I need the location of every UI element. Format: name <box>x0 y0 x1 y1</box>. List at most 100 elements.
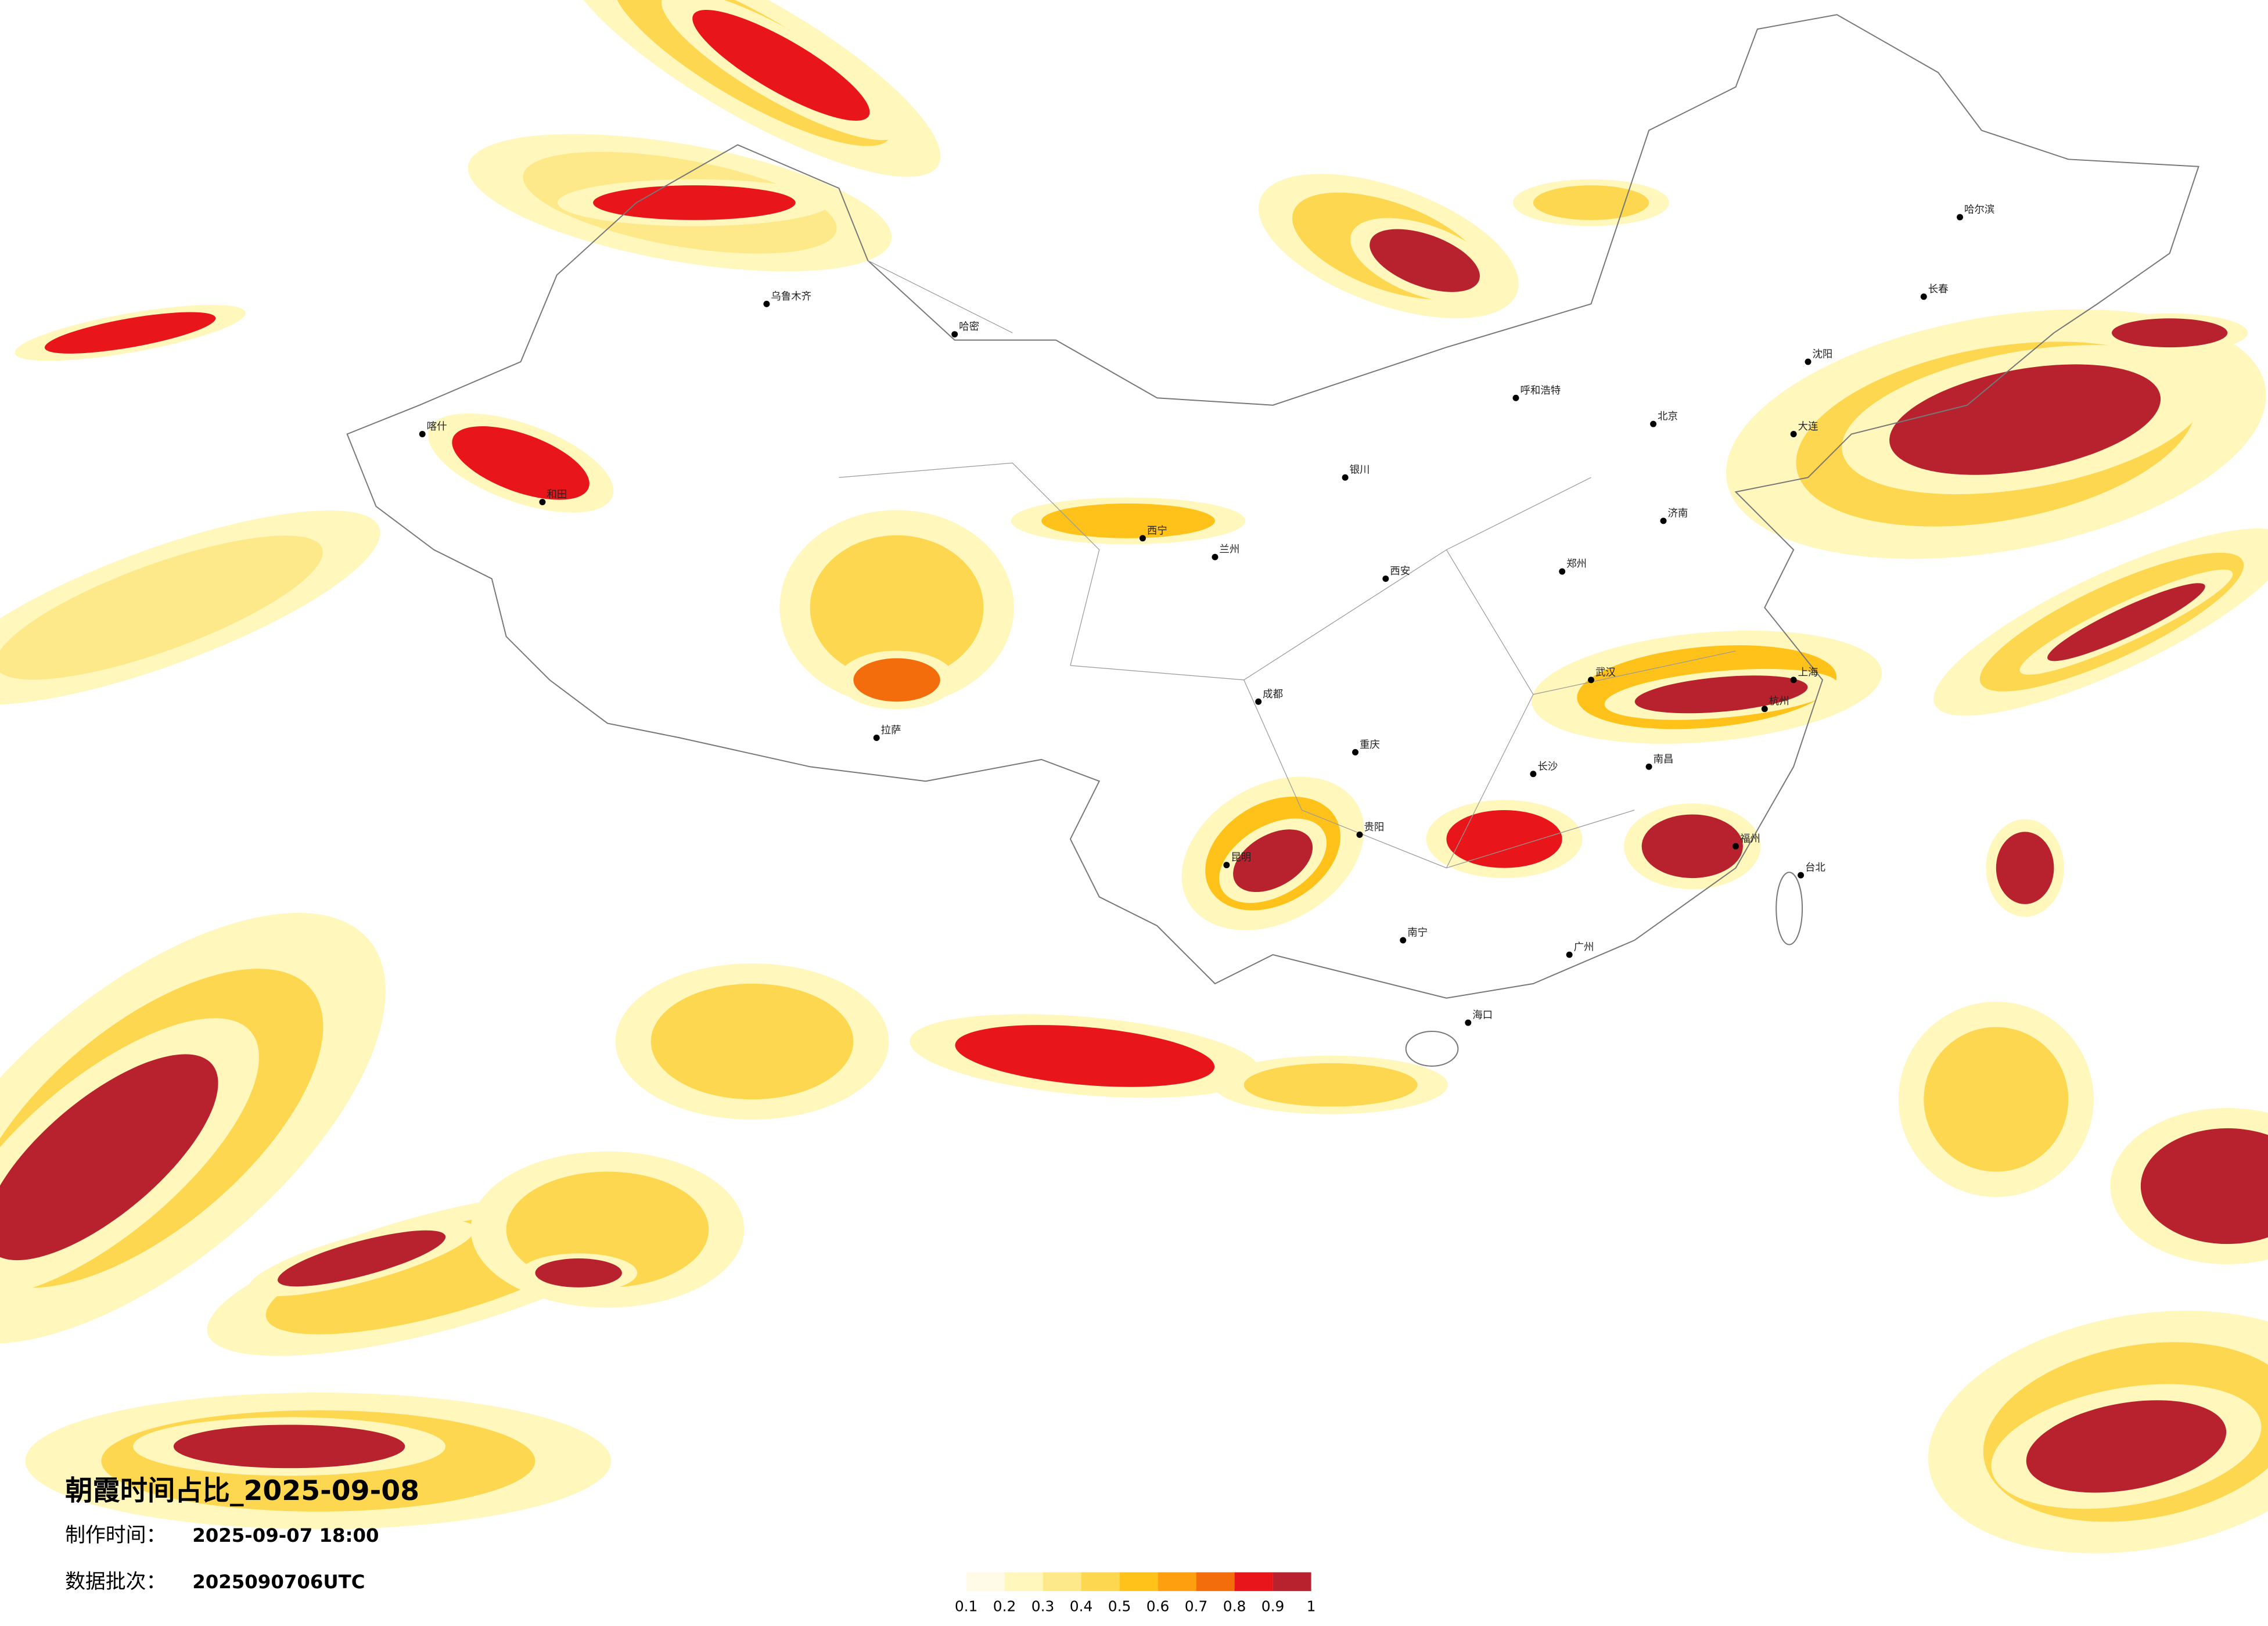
heat-patch <box>955 1025 1215 1087</box>
city-dot <box>1512 394 1519 401</box>
heat-patch <box>1041 503 1215 538</box>
city-label: 上海 <box>1798 667 1818 678</box>
city-label: 成都 <box>1263 689 1283 700</box>
city-dot <box>1255 698 1262 705</box>
heat-patch <box>593 185 796 220</box>
legend-swatch <box>1081 1572 1120 1591</box>
info-label: 数据批次： <box>65 1570 166 1593</box>
heat-patch <box>2026 1400 2227 1493</box>
city-label: 重庆 <box>1360 739 1380 751</box>
city-label: 乌鲁木齐 <box>771 291 811 303</box>
city-dot <box>1957 214 1964 221</box>
heat-patch <box>692 10 870 121</box>
city-dot <box>1223 862 1230 869</box>
legend-swatch <box>1043 1572 1081 1591</box>
hainan <box>1405 1031 1459 1067</box>
city-dot <box>1805 358 1811 365</box>
city-dot <box>1400 937 1407 944</box>
heat-patch <box>2140 1128 2268 1244</box>
legend-label: 0.6 <box>1146 1598 1170 1615</box>
heat-patch <box>853 658 940 702</box>
heat-patch <box>1924 1027 2069 1172</box>
city-dot <box>1139 535 1146 542</box>
legend-swatch <box>966 1572 1005 1591</box>
legend: 0.1 0.2 0.3 0.4 0.5 0.6 0.7 0.8 0.9 1 <box>955 1572 1316 1615</box>
province-borders <box>839 260 1736 869</box>
city-label: 喀什 <box>427 421 447 433</box>
heat-patch <box>1996 832 2054 904</box>
legend-swatch <box>1158 1572 1196 1591</box>
heat-patch <box>0 535 323 680</box>
city-label: 长春 <box>1928 283 1949 295</box>
heat-patch <box>650 983 854 1100</box>
city-label: 哈密 <box>959 321 979 333</box>
heat-patch <box>535 1258 622 1287</box>
city-label: 南宁 <box>1407 927 1428 939</box>
heat-patch <box>1634 675 1808 714</box>
city-dot <box>951 331 958 338</box>
heat-patch <box>1641 814 1743 879</box>
city-dot <box>1798 872 1805 879</box>
city-dot <box>1645 763 1652 770</box>
city-label: 昆明 <box>1231 852 1251 864</box>
city-dot <box>419 431 426 437</box>
legend-label: 1 <box>1307 1598 1316 1615</box>
legend-swatch <box>1119 1572 1158 1591</box>
city-dot <box>1566 951 1573 958</box>
city-dot <box>1342 474 1349 481</box>
city-label: 银川 <box>1350 465 1370 476</box>
city-label: 武汉 <box>1595 667 1616 678</box>
city-dot <box>539 499 546 506</box>
info-label: 制作时间： <box>65 1524 166 1547</box>
city-dot <box>1587 677 1594 684</box>
city-dot <box>1920 293 1927 300</box>
city-label: 福州 <box>1740 833 1760 845</box>
city-label: 济南 <box>1667 508 1688 519</box>
heat-patch <box>2112 318 2228 348</box>
city-label: 郑州 <box>1566 559 1587 570</box>
heat-patch <box>1243 1063 1418 1107</box>
city-label: 和田 <box>547 489 567 501</box>
city-label: 呼和浩特 <box>1520 385 1561 397</box>
legend-label: 0.4 <box>1070 1598 1093 1615</box>
city-dot <box>1790 677 1797 684</box>
legend-swatch <box>1196 1572 1235 1591</box>
heat-patch <box>1370 229 1480 292</box>
city-label: 哈尔滨 <box>1964 204 1994 215</box>
city-label: 兰州 <box>1219 544 1239 556</box>
heat-patch <box>173 1424 405 1469</box>
city-label: 大连 <box>1798 421 1818 433</box>
city-dot <box>763 300 770 307</box>
legend-label: 0.9 <box>1261 1598 1285 1615</box>
city-label: 贵阳 <box>1364 822 1384 833</box>
city-dot <box>1660 517 1667 524</box>
city-label: 杭州 <box>1769 696 1789 707</box>
heat-patch <box>2047 583 2205 661</box>
legend-label: 0.7 <box>1185 1598 1208 1615</box>
city-label: 南昌 <box>1654 754 1674 765</box>
legend-label: 0.2 <box>993 1598 1016 1615</box>
city-label: 西宁 <box>1147 525 1167 537</box>
city-dot <box>1212 553 1219 560</box>
heat-patch <box>1889 364 2161 475</box>
title: 朝霞时间占比_2025-09-08 <box>65 1475 419 1507</box>
info-value: 2025-09-07 18:00 <box>192 1524 379 1546</box>
heat-patch <box>452 426 590 500</box>
heat-patch <box>278 1230 446 1287</box>
taiwan <box>1775 872 1803 945</box>
city-label: 西安 <box>1390 566 1410 577</box>
legend-label: 0.1 <box>955 1598 978 1615</box>
city-dot <box>1356 831 1363 838</box>
legend-swatch <box>1004 1572 1043 1591</box>
city-dot <box>1559 568 1566 575</box>
city-dot <box>1352 749 1359 756</box>
legend-label: 0.8 <box>1223 1598 1246 1615</box>
legend-swatch <box>1273 1572 1311 1591</box>
city-dot <box>1761 706 1768 713</box>
china-outline <box>346 14 2199 999</box>
city-label: 拉萨 <box>881 725 901 736</box>
heat-patch <box>44 312 216 354</box>
city-label: 海口 <box>1472 1010 1493 1021</box>
